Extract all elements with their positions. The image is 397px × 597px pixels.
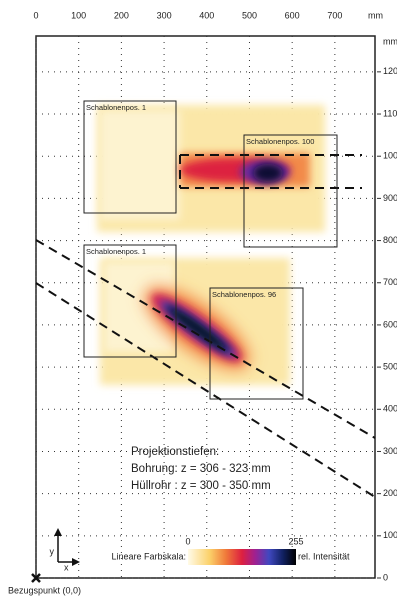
y-tick-label: 700 bbox=[383, 277, 397, 287]
colorbar-min: 0 bbox=[185, 536, 190, 546]
y-tick-label: 100 bbox=[383, 530, 397, 540]
x-tick-label: 300 bbox=[157, 10, 172, 20]
y-tick-label: 800 bbox=[383, 235, 397, 245]
template-label: Schablonenpos. 1 bbox=[86, 247, 146, 256]
y-tick-label: 0 bbox=[383, 572, 388, 582]
y-tick-label: 900 bbox=[383, 193, 397, 203]
colorbar bbox=[188, 549, 296, 565]
intensity-image-lower bbox=[100, 258, 290, 385]
annotation-title: Projektionstiefen: bbox=[131, 446, 219, 458]
template-label: Schablonenpos. 1 bbox=[86, 103, 146, 112]
y-unit: mm bbox=[383, 36, 397, 46]
y-tick-label: 500 bbox=[383, 361, 397, 371]
template-label: Schablonenpos. 100 bbox=[246, 137, 314, 146]
y-tick-label: 200 bbox=[383, 488, 397, 498]
colorbar-label: Lineare Farbskala: bbox=[111, 551, 186, 561]
annotation: Hüllrohr : z = 300 - 350 mm bbox=[131, 480, 271, 492]
x-tick-label: 600 bbox=[285, 10, 300, 20]
y-tick-label: 1100 bbox=[383, 108, 397, 118]
colorbar-unit: rel. Intensität bbox=[298, 551, 350, 561]
y-tick-label: 600 bbox=[383, 319, 397, 329]
figure: Schablonenpos. 1 Schablonenpos. 100 Scha… bbox=[0, 0, 397, 597]
x-tick-label: 200 bbox=[114, 10, 129, 20]
x-unit: mm bbox=[368, 10, 383, 20]
reference-label: Bezugspunkt (0,0) bbox=[8, 585, 81, 595]
axis-icon-x: x bbox=[64, 562, 69, 572]
y-tick-label: 300 bbox=[383, 446, 397, 456]
y-tick-label: 1000 bbox=[383, 151, 397, 161]
x-tick-label: 0 bbox=[33, 10, 38, 20]
y-tick-label: 1200 bbox=[383, 66, 397, 76]
x-tick-label: 100 bbox=[71, 10, 86, 20]
colorbar-max: 255 bbox=[288, 536, 303, 546]
annotation: Bohrung: z = 306 - 323 mm bbox=[131, 463, 271, 475]
x-tick-label: 700 bbox=[327, 10, 342, 20]
y-tick-label: 400 bbox=[383, 404, 397, 414]
x-tick-label: 400 bbox=[199, 10, 214, 20]
axis-icon-y: y bbox=[50, 546, 55, 556]
template-label: Schablonenpos. 96 bbox=[212, 290, 276, 299]
x-tick-label: 500 bbox=[242, 10, 257, 20]
